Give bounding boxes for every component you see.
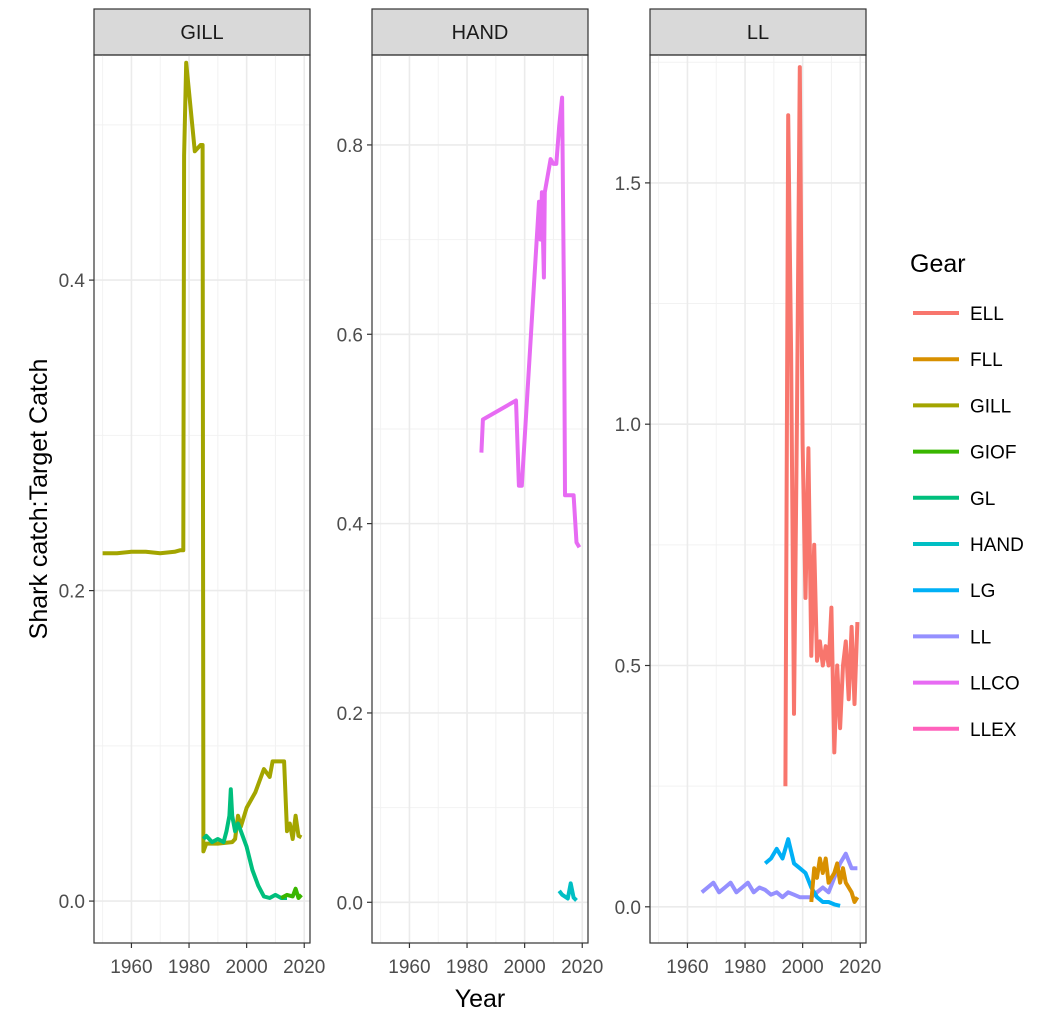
legend-label-fll: FLL — [970, 350, 1003, 371]
legend-label-lg: LG — [970, 581, 995, 602]
y-tick-label: 0.4 — [59, 271, 86, 292]
facet-strip — [649, 8, 867, 56]
series-line-gl — [201, 787, 287, 900]
x-tick-label: 1980 — [168, 957, 210, 978]
x-tick-label: 2000 — [225, 957, 267, 978]
y-tick-label: 0.8 — [337, 136, 363, 157]
legend-label-llco: LLCO — [970, 674, 1020, 695]
x-tick-label: 1980 — [724, 957, 766, 978]
legend-item-ell: ELL — [913, 304, 1004, 325]
legend-item-llco: LLCO — [913, 674, 1020, 695]
x-tick-label: 1960 — [110, 957, 152, 978]
legend-item-fll: FLL — [913, 350, 1003, 371]
panel-border — [93, 54, 311, 944]
series-line-ell — [783, 65, 860, 787]
panel-border — [371, 54, 589, 944]
x-tick-label: 2000 — [781, 957, 823, 978]
legend: Gear ELL FLL GILL GIOF GL HAND LG LL LLCO LLEX — [910, 250, 1024, 741]
legend-label-ll: LL — [970, 627, 991, 648]
x-tick-label: 2020 — [561, 957, 603, 978]
facet-strip-label: HAND — [452, 22, 509, 44]
panel-hand: HAND 0.0 0.2 0.4 0.6 0.8 1960 1980 2000 2020 — [337, 8, 603, 978]
legend-item-llex: LLEX — [913, 720, 1017, 741]
y-tick-label: 1.5 — [615, 174, 641, 195]
series-line-lg — [763, 837, 841, 908]
legend-item-lg: LG — [913, 581, 995, 602]
legend-label-gl: GL — [970, 489, 995, 510]
facet-strip-label: GILL — [180, 22, 223, 44]
x-tick-label: 2020 — [283, 957, 325, 978]
legend-title: Gear — [910, 250, 966, 278]
x-tick-label: 2000 — [503, 957, 545, 978]
legend-item-gill: GILL — [913, 396, 1011, 417]
series-line-giof — [280, 886, 303, 900]
y-tick-label: 1.0 — [615, 415, 641, 436]
y-axis-label: Shark catch:Target Catch — [25, 359, 53, 640]
series-line-ll — [700, 851, 858, 900]
facet-strip — [93, 8, 311, 56]
legend-label-ell: ELL — [970, 304, 1004, 325]
series-line-hand — [557, 881, 578, 902]
x-axis-label: Year — [455, 985, 506, 1013]
y-tick-label: 0.4 — [337, 515, 364, 536]
legend-label-giof: GIOF — [970, 443, 1016, 464]
y-tick-label: 0.5 — [615, 657, 641, 678]
x-tick-label: 2020 — [839, 957, 881, 978]
legend-label-gill: GILL — [970, 396, 1011, 417]
legend-item-giof: GIOF — [913, 443, 1016, 464]
x-tick-label: 1980 — [446, 957, 488, 978]
panel-ll: LL 0.0 0.5 1.0 1.5 1960 1980 2000 2020 — [615, 8, 881, 978]
y-tick-label: 0.2 — [59, 582, 85, 603]
legend-item-gl: GL — [913, 489, 995, 510]
y-tick-label: 0.0 — [615, 898, 641, 919]
series-line-llco — [479, 95, 582, 549]
y-tick-label: 0.2 — [337, 704, 363, 725]
legend-label-hand: HAND — [970, 535, 1024, 556]
facet-strip — [371, 8, 589, 56]
legend-item-ll: LL — [913, 627, 991, 648]
legend-item-hand: HAND — [913, 535, 1024, 556]
legend-label-llex: LLEX — [970, 720, 1017, 741]
y-tick-label: 0.0 — [59, 892, 85, 913]
series-line-gill — [102, 60, 303, 854]
series-line-fll — [809, 856, 860, 904]
panel-gill: GILL 0.0 0.2 0.4 1960 1980 2000 2020 — [59, 8, 325, 978]
x-tick-label: 1960 — [388, 957, 430, 978]
x-tick-label: 1960 — [666, 957, 708, 978]
y-tick-label: 0.0 — [337, 893, 363, 914]
facet-strip-label: LL — [747, 22, 769, 44]
panel-border — [649, 54, 867, 944]
y-tick-label: 0.6 — [337, 325, 363, 346]
